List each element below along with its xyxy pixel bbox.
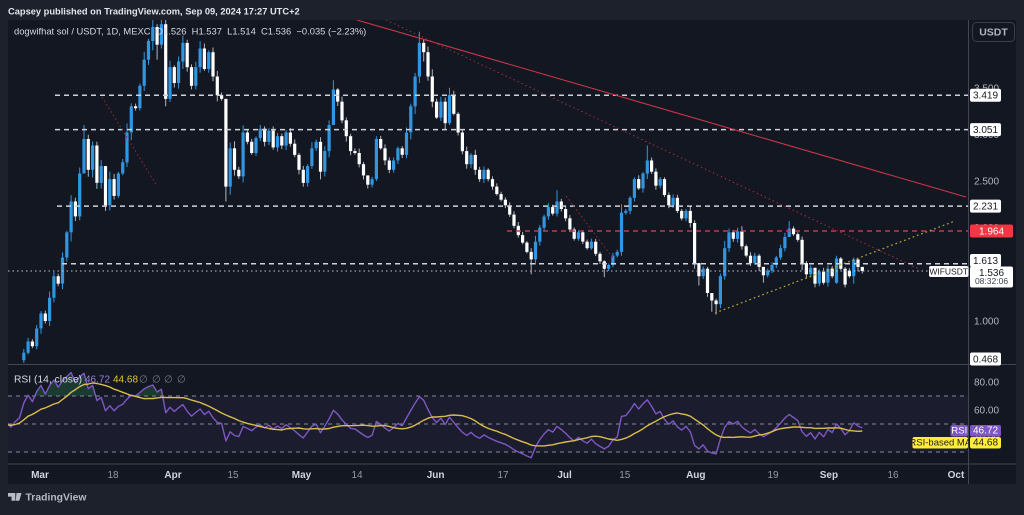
svg-text:Apr: Apr	[164, 470, 181, 481]
svg-text:46.72: 46.72	[973, 426, 998, 437]
svg-text:Capsey published on TradingVie: Capsey published on TradingView.com, Sep…	[8, 7, 300, 17]
svg-text:Oct: Oct	[948, 470, 965, 481]
svg-text:Sep: Sep	[820, 470, 838, 481]
svg-text:44.68: 44.68	[973, 438, 998, 449]
svg-text:1.000: 1.000	[974, 317, 999, 328]
svg-text:WIFUSDT: WIFUSDT	[929, 266, 968, 276]
svg-text:∅: ∅	[152, 375, 161, 386]
svg-text:15: 15	[227, 470, 239, 481]
svg-text:TradingView: TradingView	[26, 493, 88, 504]
svg-text:Jul: Jul	[557, 470, 572, 481]
svg-text:1.964: 1.964	[979, 227, 1004, 238]
svg-text:3.051: 3.051	[973, 125, 998, 136]
svg-text:3.419: 3.419	[973, 91, 998, 102]
svg-text:dogwifhat sol / USDT, 1D, MEXC: dogwifhat sol / USDT, 1D, MEXC O1.526 H1…	[14, 26, 366, 37]
svg-text:2.231: 2.231	[973, 202, 998, 213]
svg-text:46.72: 46.72	[85, 375, 110, 386]
svg-text:USDT: USDT	[979, 27, 1008, 39]
svg-text:2.500: 2.500	[974, 177, 999, 188]
svg-text:14: 14	[351, 470, 363, 481]
svg-text:44.68: 44.68	[113, 375, 138, 386]
svg-text:∅: ∅	[177, 375, 186, 386]
svg-text:60.00: 60.00	[974, 406, 999, 417]
svg-text:0.468: 0.468	[973, 355, 998, 366]
svg-text:18: 18	[107, 470, 119, 481]
svg-text:80.00: 80.00	[974, 378, 999, 389]
svg-text:May: May	[292, 470, 312, 481]
svg-text:17: 17	[497, 470, 509, 481]
svg-text:19: 19	[767, 470, 779, 481]
svg-text:RSI (14, close): RSI (14, close)	[14, 375, 82, 386]
svg-text:RSI-based MA: RSI-based MA	[909, 438, 971, 449]
svg-text:1.536: 1.536	[979, 268, 1004, 279]
svg-text:RSI: RSI	[951, 426, 967, 437]
svg-text:08:32:06: 08:32:06	[975, 276, 1008, 286]
svg-text:∅: ∅	[139, 375, 148, 386]
svg-text:1.613: 1.613	[973, 256, 998, 267]
svg-text:Aug: Aug	[686, 470, 705, 481]
svg-text:16: 16	[887, 470, 899, 481]
svg-text:15: 15	[619, 470, 631, 481]
svg-text:Jun: Jun	[427, 470, 445, 481]
svg-text:Mar: Mar	[31, 470, 49, 481]
svg-text:∅: ∅	[164, 375, 173, 386]
